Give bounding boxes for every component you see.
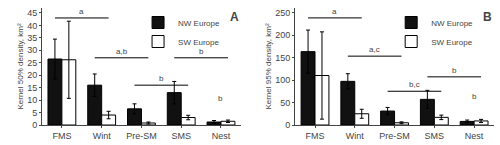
svg-text:Nest: Nest bbox=[465, 131, 484, 141]
svg-text:150: 150 bbox=[275, 53, 290, 63]
svg-text:a: a bbox=[79, 7, 84, 16]
svg-text:25: 25 bbox=[27, 58, 37, 68]
svg-text:b: b bbox=[452, 66, 457, 75]
svg-text:b: b bbox=[199, 47, 204, 56]
svg-text:20: 20 bbox=[27, 70, 37, 80]
svg-text:45: 45 bbox=[27, 8, 37, 18]
svg-text:FMS: FMS bbox=[306, 131, 325, 141]
svg-text:SW Europe: SW Europe bbox=[431, 38, 472, 47]
svg-text:a,b: a,b bbox=[116, 47, 128, 56]
svg-text:Kernel 50% density, km²: Kernel 50% density, km² bbox=[16, 23, 25, 109]
svg-text:0: 0 bbox=[285, 120, 290, 130]
svg-text:b: b bbox=[472, 92, 477, 101]
svg-text:SMS: SMS bbox=[171, 131, 191, 141]
svg-text:NW Europe: NW Europe bbox=[178, 19, 220, 28]
svg-text:A: A bbox=[230, 10, 239, 24]
svg-text:0: 0 bbox=[32, 120, 37, 130]
svg-text:Pre-SM: Pre-SM bbox=[379, 131, 410, 141]
svg-text:a: a bbox=[332, 7, 337, 16]
svg-text:b: b bbox=[218, 94, 223, 103]
svg-text:10: 10 bbox=[27, 95, 37, 105]
svg-text:Pre-SM: Pre-SM bbox=[126, 131, 157, 141]
svg-text:SW Europe: SW Europe bbox=[178, 38, 219, 47]
svg-text:b: b bbox=[159, 74, 164, 83]
svg-text:5: 5 bbox=[32, 108, 37, 118]
svg-text:Kernel 95% density, km²: Kernel 95% density, km² bbox=[264, 23, 273, 109]
svg-text:Wint: Wint bbox=[346, 131, 364, 141]
svg-text:50: 50 bbox=[280, 98, 290, 108]
svg-text:35: 35 bbox=[27, 33, 37, 43]
svg-text:Nest: Nest bbox=[212, 131, 231, 141]
svg-text:30: 30 bbox=[27, 45, 37, 55]
svg-text:a,c: a,c bbox=[369, 45, 380, 54]
svg-text:FMS: FMS bbox=[52, 131, 71, 141]
svg-text:B: B bbox=[483, 10, 492, 24]
svg-text:NW Europe: NW Europe bbox=[431, 19, 473, 28]
svg-text:SMS: SMS bbox=[425, 131, 445, 141]
svg-text:15: 15 bbox=[27, 83, 37, 93]
svg-text:100: 100 bbox=[275, 75, 290, 85]
svg-text:250: 250 bbox=[275, 8, 290, 18]
svg-text:Wint: Wint bbox=[93, 131, 111, 141]
svg-text:b,c: b,c bbox=[409, 80, 420, 89]
svg-text:200: 200 bbox=[275, 30, 290, 40]
svg-text:40: 40 bbox=[27, 21, 37, 31]
